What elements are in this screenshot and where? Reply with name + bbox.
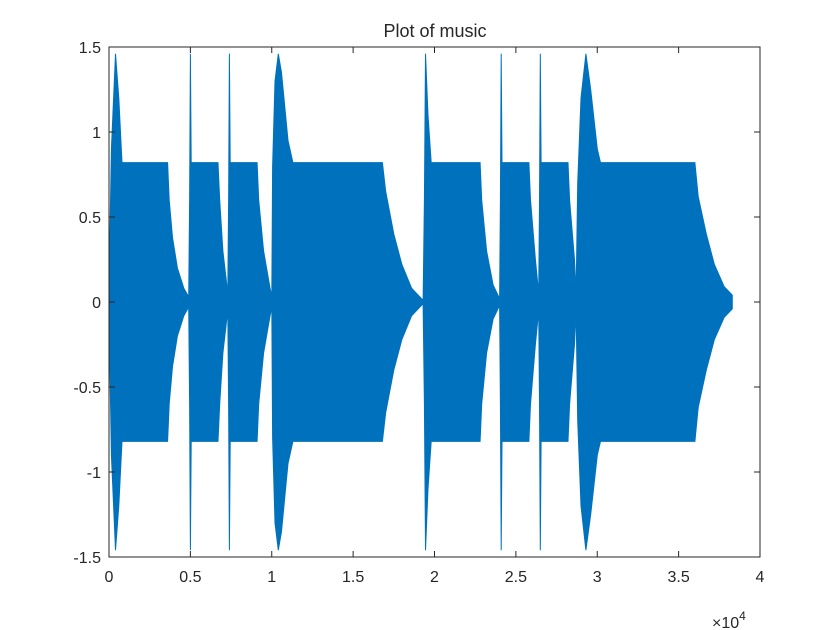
y-tick-label: -1 — [87, 465, 101, 482]
y-tick-label: -1.5 — [73, 550, 101, 567]
x-exponent-power: 4 — [739, 609, 746, 623]
x-tick-label: 2 — [430, 569, 439, 586]
x-tick-label: 1.5 — [342, 569, 364, 586]
chart-title: Plot of music — [383, 21, 486, 41]
x-tick-label: 3.5 — [668, 569, 690, 586]
x-tick-label: 3 — [593, 569, 602, 586]
y-tick-label: 1 — [92, 125, 101, 142]
x-exponent-base: ×10 — [712, 615, 739, 630]
x-tick-label: 0.5 — [179, 569, 201, 586]
x-tick-label: 1 — [267, 569, 276, 586]
waveform-series-0 — [108, 53, 733, 551]
x-exponent-label: ×104 — [712, 609, 746, 630]
x-tick-label: 0 — [105, 569, 114, 586]
axis-ticks: 0 0.5 1 1.5 2 2.5 3 3.5 4 1.5 1 0.5 0 -0.5 -1 -1.5 — [73, 40, 764, 586]
y-tick-label: 0.5 — [79, 210, 101, 227]
x-tick-label: 4 — [756, 569, 765, 586]
y-tick-label: 1.5 — [79, 40, 101, 57]
plot-area — [108, 53, 733, 551]
y-tick-label: -0.5 — [73, 380, 101, 397]
x-tick-label: 2.5 — [505, 569, 527, 586]
y-tick-label: 0 — [92, 295, 101, 312]
